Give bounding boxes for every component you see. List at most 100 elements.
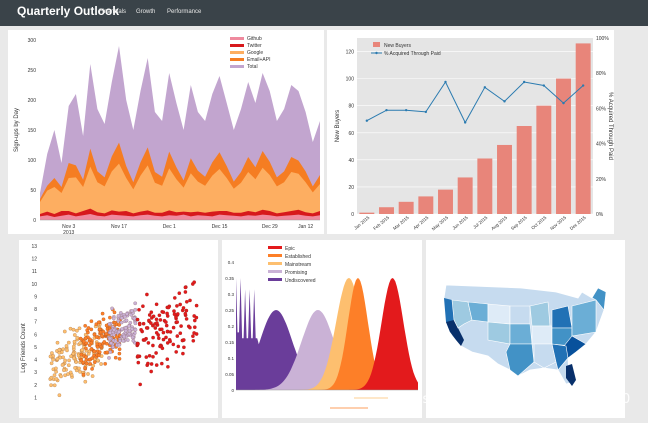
scatter-point [151, 314, 156, 319]
scatter-point [117, 323, 122, 327]
scatter-point [83, 323, 88, 328]
scatter-point [84, 341, 89, 346]
scatter-point [191, 334, 195, 339]
scatter-point [83, 366, 87, 370]
scatter-point [133, 301, 138, 306]
scatter-point [120, 327, 124, 331]
y-tick-label: 2 [34, 383, 37, 389]
scatter-point [158, 344, 162, 349]
scatter-point [77, 366, 81, 371]
y-tick-label: 20 [348, 185, 354, 191]
scatter-point [188, 298, 192, 303]
scatter-point [87, 343, 92, 348]
x-tick-label: Dec 2015 [569, 215, 587, 232]
y-tick-label: 50 [30, 188, 36, 194]
scatter-point [78, 336, 83, 341]
scatter-point [51, 357, 55, 362]
legend-label: Undiscovered [285, 278, 316, 284]
scatter-point [161, 310, 166, 315]
y-tick-label: 13 [31, 244, 37, 250]
scatter-point [59, 374, 63, 379]
y-axis-label: Sign-ups by Day [14, 108, 20, 152]
legend-swatch [373, 42, 380, 47]
scatter-point [141, 304, 145, 309]
scatter-point [165, 311, 169, 316]
y2-tick-label: 0% [596, 212, 604, 218]
x-tick-label: Jan 2015 [353, 215, 371, 231]
area-series-google [40, 163, 320, 220]
scatter-point [55, 340, 60, 345]
density-mainstream [236, 278, 418, 390]
buyers-chart-panel: 0 20 40 60 80 100 120 0% 20% 40% 60% 80% 100% New Buy… [327, 30, 614, 234]
scatter-point [141, 321, 146, 326]
scatter-point [172, 309, 176, 313]
bar [457, 177, 473, 214]
y-tick-label: 5 [34, 345, 37, 351]
scatter-point [137, 322, 142, 327]
scatter-point [164, 335, 168, 340]
y-axis-label: Log Friends Count [21, 323, 27, 373]
scatter-point [114, 335, 119, 339]
scatter-point [94, 335, 99, 339]
density-promising [236, 310, 418, 390]
scatter-point [172, 296, 177, 300]
scatter-point [65, 348, 69, 353]
nav-link-performance[interactable]: Performance [167, 9, 202, 15]
scatter-point [178, 331, 183, 336]
scatter-point [118, 339, 122, 343]
scatter-point [161, 337, 166, 342]
brand-title[interactable]: Quarterly Outlook [17, 4, 120, 18]
scatter-point [62, 329, 67, 334]
x-tick-label: Apr 2015 [412, 215, 430, 231]
scatter-point [119, 320, 124, 325]
y2-tick-label: 40% [596, 142, 607, 148]
scatter-point [49, 375, 54, 380]
scatter-point [184, 299, 189, 304]
scatter-point [151, 343, 155, 348]
y-tick-label: 150 [28, 128, 37, 134]
y-tick-label: 0.2 [228, 324, 235, 329]
scatter-point [112, 328, 117, 332]
scatter-point [71, 327, 76, 332]
scatter-point [95, 358, 100, 363]
y-tick-label: 8 [34, 307, 37, 313]
legend-swatch [268, 246, 282, 249]
line-series [366, 80, 584, 124]
scatter-point [137, 307, 141, 312]
scatter-point [66, 340, 71, 345]
scatter-point [108, 315, 112, 320]
scatter-point [156, 336, 161, 341]
scatter-point [177, 291, 182, 296]
nav-link-growth[interactable]: Growth [136, 9, 156, 15]
scatter-point [57, 347, 62, 352]
bar [536, 105, 552, 214]
nav-link-financials[interactable]: Financials [99, 9, 127, 15]
scatter-point [123, 326, 128, 330]
line-point [503, 100, 506, 103]
scatter-point [168, 339, 173, 344]
x-tick-label: Aug 2015 [490, 215, 508, 232]
scatter-point [117, 347, 122, 352]
scatter-point [96, 320, 101, 325]
scatter-point [104, 341, 109, 346]
line-point [365, 119, 369, 122]
watermark: https://blog.csdn.net/lei347795790 [395, 392, 631, 407]
scatter-point [60, 363, 65, 367]
scatter-point [154, 351, 158, 355]
scatter-point [194, 303, 199, 308]
y-tick-label: 40 [348, 158, 354, 164]
scatter-point [194, 315, 199, 320]
scatter-point [168, 330, 173, 334]
scatter-point [117, 356, 122, 361]
x-tick-label: Jun 2015 [451, 215, 469, 231]
legend-swatch [230, 37, 244, 40]
scatter-point [188, 325, 192, 330]
scatter-point [194, 332, 199, 336]
scatter-point [184, 317, 189, 321]
scatter-point [164, 323, 169, 328]
x-tick-label: Dec 15 [212, 224, 228, 230]
scatter-point [159, 327, 164, 332]
scatter-point [89, 347, 94, 352]
bar [398, 201, 414, 214]
scatter-point [97, 342, 102, 347]
